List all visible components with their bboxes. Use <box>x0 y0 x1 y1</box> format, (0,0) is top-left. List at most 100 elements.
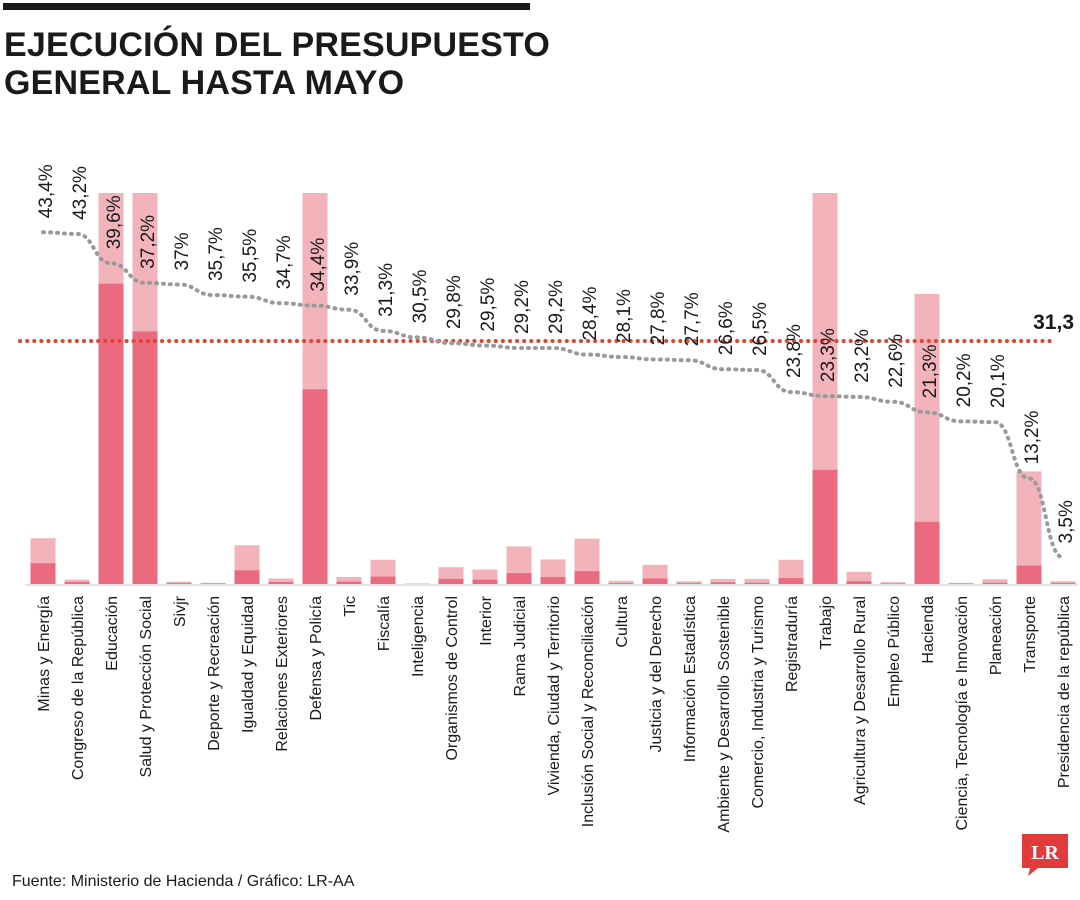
top-rule <box>3 3 530 10</box>
bar-total-4 <box>166 581 192 584</box>
bar-executed-15 <box>540 576 566 584</box>
category-label-7: Relaciones Exteriores <box>274 596 291 752</box>
execution-label-19: 27,7% <box>682 292 703 346</box>
bar-executed-14 <box>506 573 532 584</box>
category-label-30: Presidencia de la república <box>1056 596 1073 788</box>
execution-label-14: 29,2% <box>512 280 533 334</box>
source-note: Fuente: Ministerio de Hacienda / Gráfico… <box>12 873 355 890</box>
execution-label-1: 43,2% <box>70 166 91 220</box>
execution-label-15: 29,2% <box>546 280 567 334</box>
category-label-17: Cultura <box>614 596 631 648</box>
bar-total-7 <box>268 578 294 584</box>
execution-label-2: 39,6% <box>104 195 125 249</box>
bar-total-25 <box>880 582 906 584</box>
category-label-16: Inclusión Social y Reconciliación <box>580 596 597 827</box>
execution-label-9: 33,9% <box>342 242 363 296</box>
bar-total-5 <box>200 582 226 584</box>
bar-executed-6 <box>234 570 260 584</box>
category-label-23: Trabajo <box>818 596 835 650</box>
execution-label-12: 29,8% <box>444 275 465 329</box>
category-label-3: Salud y Protección Social <box>138 596 155 777</box>
logo-text: LR <box>1031 842 1059 864</box>
bar-executed-29 <box>1016 565 1042 584</box>
category-label-19: Información Estadística <box>682 596 699 762</box>
category-label-15: Vivienda, Ciudad y Territorio <box>546 596 563 796</box>
execution-label-17: 28,1% <box>614 289 635 343</box>
category-label-6: Igualdad y Equidad <box>240 596 257 733</box>
execution-label-21: 26,5% <box>750 302 771 356</box>
bar-total-17 <box>608 580 634 584</box>
category-label-1: Congreso de la República <box>70 596 87 780</box>
bar-total-9 <box>336 576 362 584</box>
execution-label-7: 34,7% <box>274 235 295 289</box>
bar-executed-2 <box>98 283 124 584</box>
category-label-26: Hacienda <box>920 596 937 664</box>
bar-executed-3 <box>132 331 158 584</box>
execution-label-18: 27,8% <box>648 291 669 345</box>
category-label-27: Ciencia, Tecnología e Innovación <box>954 596 971 831</box>
bar-total-28 <box>982 579 1008 584</box>
bar-executed-21 <box>744 582 770 584</box>
execution-label-26: 21,3% <box>920 344 941 398</box>
category-label-9: Tic <box>342 596 359 617</box>
bar-executed-7 <box>268 582 294 584</box>
execution-label-29: 13,2% <box>1022 410 1043 464</box>
category-label-8: Defensa y Policía <box>308 596 325 721</box>
execution-label-22: 23,8% <box>784 324 805 378</box>
lr-logo: LR <box>1022 834 1068 876</box>
bar-executed-24 <box>846 581 872 584</box>
category-label-5: Deporte y Recreación <box>206 596 223 751</box>
category-label-22: Registraduría <box>784 596 801 692</box>
execution-label-24: 23,2% <box>852 329 873 383</box>
execution-label-4: 37% <box>172 232 193 270</box>
bar-executed-1 <box>64 582 90 584</box>
bar-executed-22 <box>778 578 804 584</box>
bar-executed-0 <box>30 563 56 584</box>
execution-label-11: 30,5% <box>410 269 431 323</box>
page-title: EJECUCIÓN DEL PRESUPUESTO GENERAL HASTA … <box>4 26 624 102</box>
bar-executed-18 <box>642 578 668 584</box>
bar-executed-30 <box>1050 583 1076 584</box>
bar-total-19 <box>676 581 702 584</box>
execution-label-10: 31,3% <box>376 263 397 317</box>
bar-total-1 <box>64 579 90 584</box>
reference-label: 31,3 <box>1033 311 1074 334</box>
bar-executed-28 <box>982 582 1008 584</box>
category-label-14: Rama Judicial <box>512 596 529 696</box>
execution-label-27: 20,2% <box>954 353 975 407</box>
title-line-1: EJECUCIÓN DEL PRESUPUESTO <box>4 26 550 64</box>
category-label-18: Justicia y del Derecho <box>648 596 665 753</box>
execution-label-28: 20,1% <box>988 354 1009 408</box>
category-label-12: Organismos de Control <box>444 596 461 761</box>
execution-label-5: 35,7% <box>206 227 227 281</box>
bar-executed-4 <box>166 583 192 584</box>
title-line-2: GENERAL HASTA MAYO <box>4 64 405 102</box>
category-label-25: Empleo Público <box>886 596 903 707</box>
category-label-10: Fiscalía <box>376 596 393 651</box>
execution-label-8: 34,4% <box>308 238 329 292</box>
category-label-11: Inteligencia <box>410 596 427 677</box>
execution-label-6: 35,5% <box>240 229 261 283</box>
bar-executed-26 <box>914 521 940 584</box>
bar-executed-17 <box>608 583 634 584</box>
execution-label-25: 22,6% <box>886 334 907 388</box>
bar-executed-23 <box>812 469 838 584</box>
execution-line <box>41 230 1065 560</box>
bar-total-27 <box>948 582 974 584</box>
execution-label-3: 37,2% <box>138 215 159 269</box>
bar-total-24 <box>846 571 872 584</box>
category-label-2: Educación <box>104 596 121 671</box>
category-label-0: Minas y Energía <box>36 596 53 712</box>
bar-executed-20 <box>710 582 736 584</box>
execution-label-0: 43,4% <box>36 164 57 218</box>
category-label-4: Sivjr <box>172 595 189 627</box>
bar-total-20 <box>710 578 736 584</box>
bar-total-30 <box>1050 581 1076 584</box>
bar-executed-16 <box>574 571 600 584</box>
category-label-21: Comercio, Industria y Turismo <box>750 596 767 809</box>
bar-executed-12 <box>438 578 464 584</box>
category-label-20: Ambiente y Desarrollo Sostenible <box>716 596 733 833</box>
category-label-24: Agricultura y Desarrollo Rural <box>852 596 869 805</box>
execution-label-23: 23,3% <box>818 328 839 382</box>
